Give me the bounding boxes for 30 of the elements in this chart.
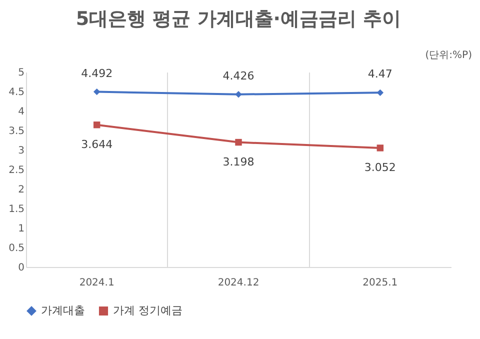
point (376, 89, 384, 96)
y-tick-label: 4 (18, 106, 24, 118)
y-tick-label: 3 (18, 146, 24, 156)
text: (단위:%P) (425, 49, 472, 62)
legend-label: 가계대출 (41, 304, 85, 317)
legend-label: 가계 정기예금 (113, 304, 182, 317)
y-tick-label: 2.5 (8, 165, 24, 176)
y-tick-label: 0.5 (8, 243, 24, 254)
y-tick-label: 4.5 (8, 87, 24, 98)
data-label: 4.426 (222, 69, 254, 82)
point (235, 138, 242, 146)
y-tick-label: 0 (18, 262, 24, 274)
point (235, 91, 242, 98)
y-tick-label: 5 (18, 68, 24, 78)
chart-title: 5대은행 평균 가계대출·예금금리 추이 (76, 8, 402, 30)
y-tick-label: 3.5 (8, 126, 24, 137)
point (376, 144, 384, 152)
point (93, 88, 100, 96)
y-tick-label: 2 (18, 184, 24, 196)
data-label: 3.644 (81, 138, 113, 151)
data-label: 4.492 (81, 66, 113, 80)
y-tick-label: 1 (18, 224, 24, 234)
data-label: 4.47 (368, 68, 392, 81)
data-label: 3.052 (364, 160, 396, 174)
x-tick-label: 2024.1 (79, 278, 114, 288)
x-tick-label: 2025.1 (362, 278, 398, 288)
x-tick-label: 2024.12 (218, 278, 260, 288)
y-tick-label: 1.5 (8, 204, 24, 215)
data-label: 3.198 (222, 155, 254, 168)
point (93, 122, 100, 128)
